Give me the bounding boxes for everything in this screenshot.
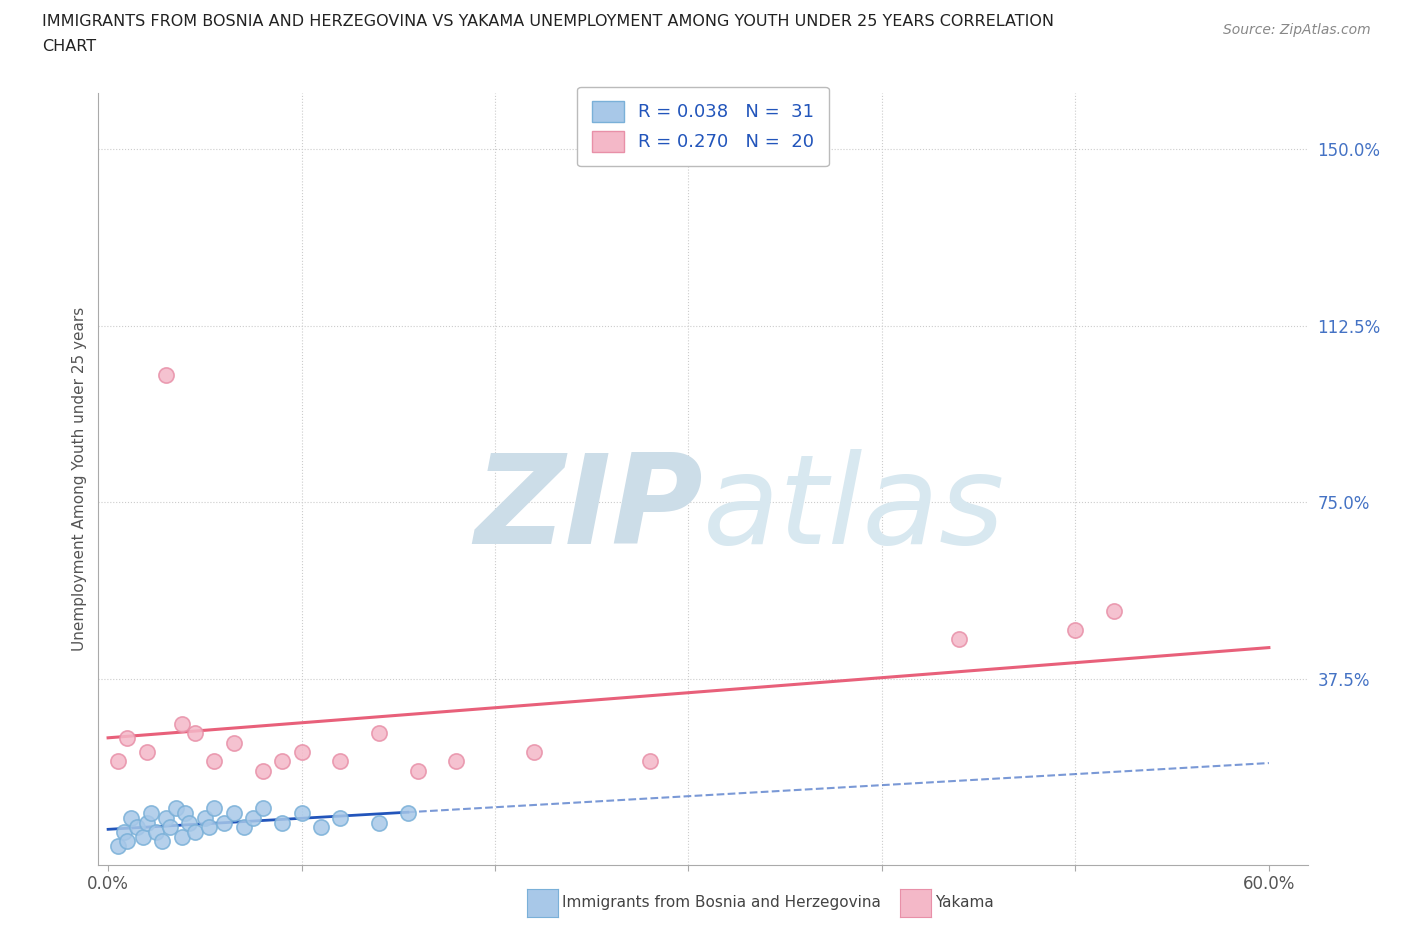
Text: Immigrants from Bosnia and Herzegovina: Immigrants from Bosnia and Herzegovina [562, 895, 882, 910]
Point [212, 815, 235, 830]
Point [197, 820, 219, 835]
Point [179, 815, 201, 830]
Point [252, 764, 274, 778]
Point [145, 825, 167, 840]
Text: atlas: atlas [703, 449, 1005, 570]
Point [948, 631, 970, 646]
Point [170, 716, 193, 731]
Point [184, 825, 207, 840]
Point [290, 805, 312, 820]
Y-axis label: Unemployment Among Youth under 25 years: Unemployment Among Youth under 25 years [72, 307, 87, 651]
Point [271, 754, 294, 769]
Point [204, 754, 226, 769]
Legend: R = 0.038   N =  31, R = 0.270   N =  20: R = 0.038 N = 31, R = 0.270 N = 20 [576, 86, 830, 166]
Point [290, 745, 312, 760]
Point [406, 764, 429, 778]
Point [396, 805, 419, 820]
Point [120, 810, 142, 825]
Point [1064, 622, 1087, 637]
Point [446, 754, 468, 769]
Point [368, 815, 391, 830]
Point [271, 815, 294, 830]
Point [150, 834, 173, 849]
Point [135, 815, 157, 830]
Point [194, 810, 217, 825]
Point [107, 754, 129, 769]
Point [184, 725, 207, 740]
Point [329, 754, 352, 769]
Point [638, 754, 661, 769]
Point [174, 805, 197, 820]
Text: Source: ZipAtlas.com: Source: ZipAtlas.com [1223, 23, 1371, 37]
Point [232, 820, 254, 835]
Point [117, 834, 139, 849]
Point [117, 730, 139, 745]
Point [204, 801, 226, 816]
Point [242, 810, 264, 825]
Text: Yakama: Yakama [935, 895, 994, 910]
Point [132, 830, 155, 844]
Point [112, 825, 135, 840]
Point [252, 801, 274, 816]
Point [165, 801, 187, 816]
Point [155, 810, 177, 825]
Text: IMMIGRANTS FROM BOSNIA AND HERZEGOVINA VS YAKAMA UNEMPLOYMENT AMONG YOUTH UNDER : IMMIGRANTS FROM BOSNIA AND HERZEGOVINA V… [42, 14, 1054, 29]
Point [1102, 604, 1125, 618]
Text: ZIP: ZIP [474, 449, 703, 570]
Text: CHART: CHART [42, 39, 96, 54]
Point [523, 745, 546, 760]
Point [368, 725, 391, 740]
Point [155, 368, 177, 383]
Point [309, 820, 332, 835]
Point [329, 810, 352, 825]
Point [139, 805, 162, 820]
Point [159, 820, 181, 835]
Point [127, 820, 149, 835]
Point [222, 735, 245, 750]
Point [222, 805, 245, 820]
Point [107, 839, 129, 854]
Point [135, 745, 157, 760]
Point [170, 830, 193, 844]
